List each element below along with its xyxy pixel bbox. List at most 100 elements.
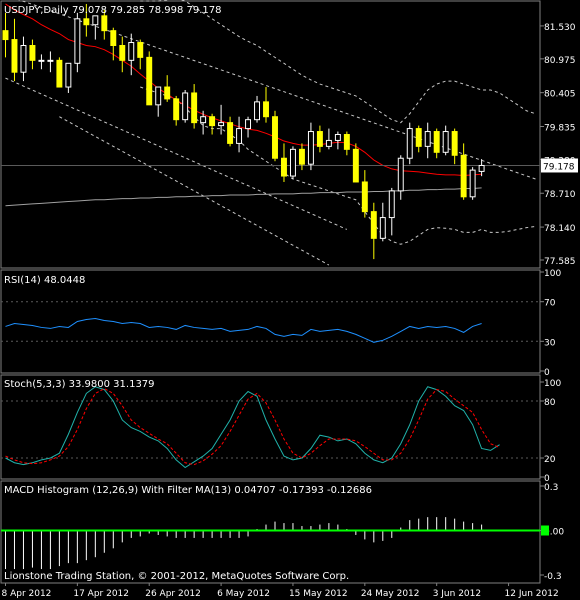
rsi-title: RSI(14) 48.0448 [4, 275, 85, 286]
candle-body [20, 45, 27, 73]
candle-body [478, 164, 485, 172]
x-tick-label: 12 Jun 2012 [505, 589, 559, 599]
ma-long-line [5, 187, 482, 207]
candle-body [2, 30, 9, 41]
copyright-text: Lionstone Trading Station, © 2001-2012, … [4, 571, 349, 582]
macd-y-tick-label: 0.00 [544, 528, 564, 538]
candle-body [92, 15, 99, 26]
candle-body [370, 211, 377, 239]
candle-body [209, 116, 216, 127]
candle-body [415, 128, 422, 147]
candle-body [289, 148, 296, 177]
candle-body [433, 131, 440, 153]
candle-body [451, 131, 458, 156]
main-panel-frame [0, 0, 541, 269]
candle-body [173, 98, 180, 121]
macd-y-tick-label: 0.3 [544, 483, 558, 493]
candle-body [352, 148, 359, 183]
current-price-label: 79.178 [543, 162, 575, 172]
candle-body [406, 128, 413, 159]
candle-body [119, 45, 126, 61]
candle-body [29, 45, 36, 61]
axis-labels: 81.53080.97580.40579.83579.28078.71078.1… [1, 23, 578, 599]
candle-body [307, 131, 314, 165]
candle-body [227, 122, 234, 144]
x-tick-label: 15 May 2012 [289, 589, 348, 599]
x-tick-label: 3 Jun 2012 [433, 589, 481, 599]
price-y-tick-label: 80.975 [544, 56, 576, 66]
rsi-panel-frame [0, 269, 541, 374]
macd-y-tick-label: -0.3 [544, 572, 562, 582]
price-y-tick-label: 79.835 [544, 123, 576, 133]
macd-title: MACD Histogram (12,26,9) With Filter MA(… [4, 485, 372, 496]
x-tick-label: 24 May 2012 [361, 589, 420, 599]
stoch-y-tick-label: 0 [544, 474, 550, 484]
candle-body [298, 148, 305, 165]
candle-body [379, 217, 386, 239]
stoch-y-tick-label: 100 [544, 379, 561, 389]
stoch-signal-line [5, 388, 500, 466]
x-tick-label: 8 Apr 2012 [1, 589, 51, 599]
candle-body [281, 157, 287, 177]
candle-body [191, 92, 198, 124]
candle-body [460, 154, 467, 198]
indicators [1, 318, 540, 570]
candle-body [236, 128, 243, 144]
rsi-y-tick-label: 100 [544, 269, 561, 279]
price-y-tick-label: 77.585 [544, 257, 576, 267]
candle-body [128, 42, 135, 61]
bollinger-lower-band [140, 86, 536, 245]
x-tick-label: 17 Apr 2012 [73, 589, 129, 599]
current-price-tag [541, 158, 578, 173]
channel-lower-line [59, 116, 330, 266]
main-overlays [1, 0, 540, 266]
price-y-tick-label: 78.140 [544, 224, 576, 234]
candle-body [137, 42, 144, 58]
candle-body [47, 59, 54, 62]
candle-body [442, 131, 449, 153]
candle-body [38, 59, 45, 62]
channel-middle-line [5, 77, 348, 230]
candle-body [254, 101, 260, 121]
rsi-line [5, 318, 482, 343]
price-y-tick-label: 81.530 [544, 23, 576, 33]
price-y-tick-label: 80.405 [544, 90, 576, 100]
candle-body [83, 18, 90, 26]
rsi-y-tick-label: 70 [544, 299, 556, 309]
candle-body [218, 122, 225, 127]
candle-body [469, 169, 476, 198]
rsi-y-tick-label: 0 [544, 368, 550, 378]
candle-body [56, 59, 63, 88]
candle-body [316, 131, 323, 147]
stoch-title: Stoch(5,3,3) 33.9800 31.1379 [4, 379, 155, 390]
candle-body [74, 18, 81, 64]
macd-panel-frame [0, 480, 541, 584]
candle-body [263, 101, 269, 118]
candle-body [245, 119, 252, 130]
candle-body [325, 139, 332, 147]
bollinger-upper-band [140, 0, 536, 124]
rsi-y-tick-label: 30 [544, 338, 556, 348]
ohlc-readout: 79.078 79.285 78.998 79.178 [72, 5, 222, 16]
candle-body [424, 131, 431, 147]
candle-body [397, 157, 404, 192]
candle-body [200, 116, 207, 124]
candle-body [164, 86, 171, 100]
stoch-y-tick-label: 80 [544, 398, 556, 408]
x-tick-label: 26 Apr 2012 [145, 589, 201, 599]
candle-body [334, 134, 341, 141]
symbol-title: USDJPY,Daily [4, 5, 69, 16]
candles [2, 3, 485, 260]
candle-body [11, 39, 18, 73]
candle-body [343, 134, 350, 150]
sto-panel-frame [0, 374, 541, 480]
candle-body [361, 181, 368, 213]
candle-body [110, 30, 117, 47]
stoch-main-line [5, 386, 500, 469]
candle-body [146, 56, 153, 106]
stoch-y-tick-label: 20 [544, 455, 556, 465]
candle-body [272, 116, 278, 159]
panel-frames [0, 0, 541, 584]
